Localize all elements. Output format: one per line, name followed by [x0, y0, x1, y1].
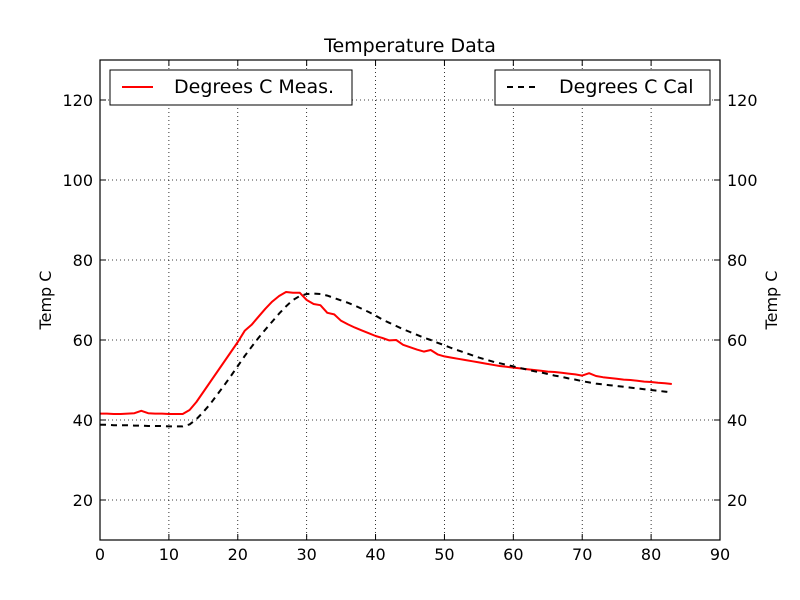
y-tick-label-right: 40: [727, 411, 747, 430]
plot-area: [100, 60, 720, 540]
x-tick-label: 30: [296, 545, 316, 564]
ticks: 0 10 20 30 40 50 60 70 80 90 20 20 40 40 60 60 80 80 100 10…: [62, 60, 758, 564]
x-tick-label: 70: [572, 545, 592, 564]
x-tick-label: 40: [365, 545, 385, 564]
y-tick-label-right: 20: [727, 491, 747, 510]
y-tick-label-right: 100: [727, 171, 758, 190]
legend-left: Degrees C Meas.: [109, 69, 353, 106]
x-tick-label: 50: [434, 545, 454, 564]
y-tick-label-left: 100: [62, 171, 93, 190]
y-tick-label-left: 60: [73, 331, 93, 350]
series-layer: [100, 291, 672, 428]
y-axis-label-right: Temp C: [762, 271, 781, 331]
y-tick-label-left: 120: [62, 91, 93, 110]
x-tick-label: 10: [159, 545, 179, 564]
y-axis-label-left: Temp C: [36, 271, 55, 331]
legend-right: Degrees C Cal: [494, 69, 711, 106]
x-tick-label: 0: [95, 545, 105, 564]
legend-left-label: Degrees C Meas.: [174, 76, 334, 98]
x-tick-label: 60: [503, 545, 523, 564]
chart-title: Temperature Data: [323, 35, 496, 57]
y-tick-label-left: 80: [73, 251, 93, 270]
legend-right-label: Degrees C Cal: [559, 76, 694, 98]
series-line-calibrated: [100, 292, 672, 428]
y-tick-label-left: 40: [73, 411, 93, 430]
x-tick-label: 80: [641, 545, 661, 564]
y-tick-label-left: 20: [73, 491, 93, 510]
y-tick-label-right: 60: [727, 331, 747, 350]
plot-frame: [99, 59, 721, 541]
y-tick-label-right: 80: [727, 251, 747, 270]
y-tick-label-right: 120: [727, 91, 758, 110]
series-line-measured: [100, 291, 672, 415]
x-tick-label: 20: [228, 545, 248, 564]
x-tick-label: 90: [710, 545, 730, 564]
